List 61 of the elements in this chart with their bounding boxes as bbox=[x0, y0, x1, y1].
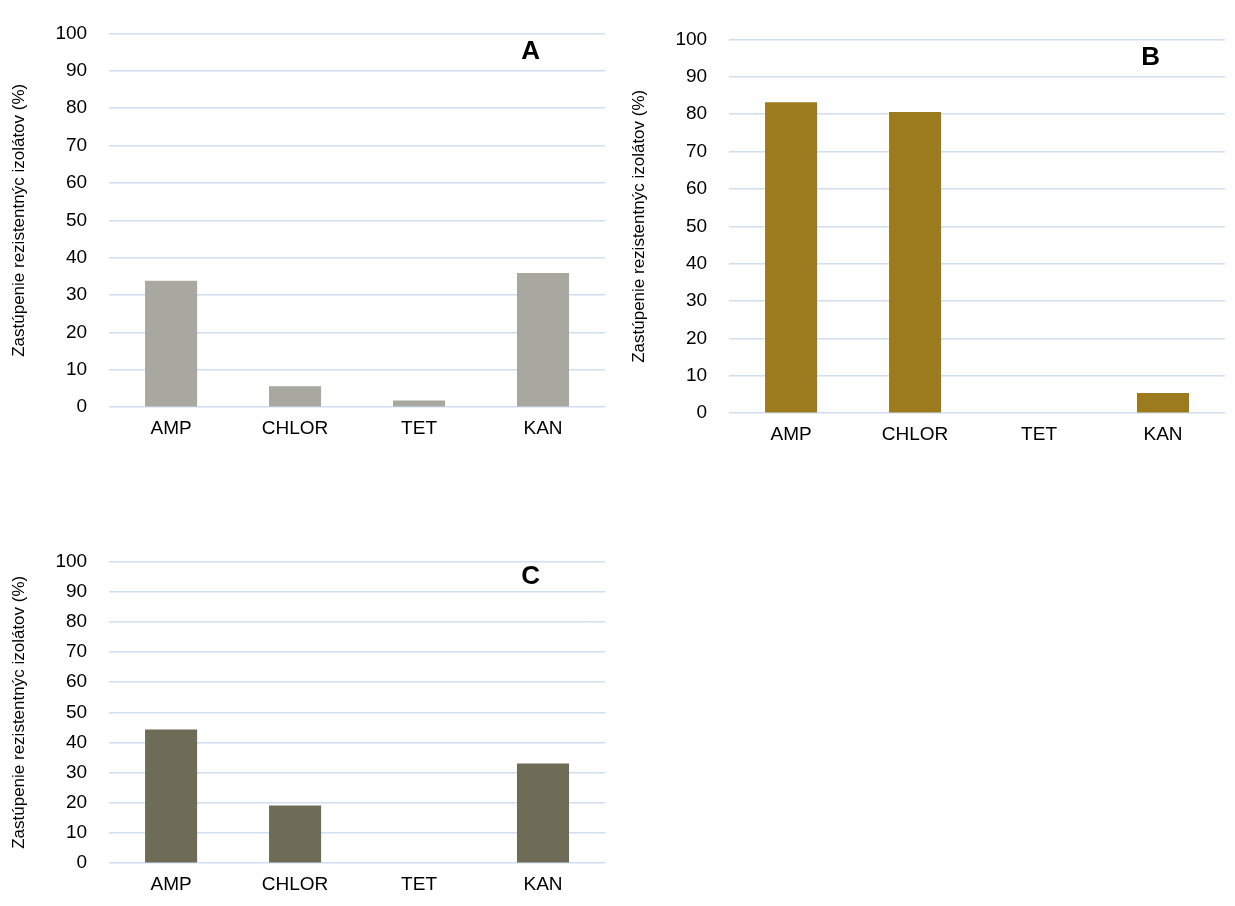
y-tick-label: 60 bbox=[65, 670, 88, 692]
y-tick-label: 0 bbox=[76, 851, 88, 873]
x-tick-label: AMP bbox=[770, 422, 812, 444]
x-tick-label: KAN bbox=[1143, 422, 1183, 444]
y-tick-label: 40 bbox=[65, 730, 88, 752]
y-tick-label: 0 bbox=[696, 401, 708, 423]
chart-title: A bbox=[521, 35, 541, 66]
y-tick-label: 20 bbox=[65, 320, 88, 342]
y-tick-label: 40 bbox=[685, 251, 708, 273]
x-tick-label: AMP bbox=[150, 872, 192, 894]
y-tick-label: 70 bbox=[65, 640, 88, 662]
y-tick-label: 80 bbox=[685, 102, 708, 124]
bar bbox=[269, 386, 322, 407]
x-tick-label: KAN bbox=[523, 872, 563, 894]
y-tick-label: 100 bbox=[675, 27, 708, 49]
y-tick-label: 10 bbox=[685, 364, 708, 386]
bar bbox=[1136, 393, 1190, 413]
x-tick-label: TET bbox=[401, 416, 438, 438]
y-tick-label: 80 bbox=[65, 609, 88, 631]
y-tick-label: 60 bbox=[65, 171, 88, 193]
x-tick-label: CHLOR bbox=[261, 872, 329, 894]
y-tick-label: 50 bbox=[65, 700, 88, 722]
y-tick-label: 90 bbox=[65, 579, 88, 601]
bar bbox=[765, 102, 818, 413]
y-tick-label: 30 bbox=[65, 283, 88, 305]
bar bbox=[516, 763, 570, 863]
y-tick-label: 40 bbox=[65, 245, 88, 267]
y-axis-title: Zastúpenie rezistentnýc izolátov (%) bbox=[8, 575, 28, 849]
x-tick-label: AMP bbox=[150, 416, 192, 438]
y-tick-label: 80 bbox=[65, 96, 88, 118]
y-tick-label: 90 bbox=[65, 59, 88, 81]
y-tick-label: 50 bbox=[65, 208, 88, 230]
bar bbox=[889, 111, 942, 413]
bar bbox=[145, 280, 198, 407]
y-tick-label: 70 bbox=[65, 133, 88, 155]
bar bbox=[269, 805, 322, 863]
y-tick-label: 50 bbox=[685, 214, 708, 236]
x-tick-label: TET bbox=[401, 872, 438, 894]
bar bbox=[145, 729, 198, 863]
y-axis-title: Zastúpenie rezistentnýc izolátov (%) bbox=[8, 83, 28, 357]
y-tick-label: 0 bbox=[76, 395, 88, 417]
y-tick-label: 20 bbox=[685, 326, 708, 348]
y-tick-label: 100 bbox=[55, 549, 88, 571]
y-tick-label: 30 bbox=[65, 760, 88, 782]
chart-title: B bbox=[1141, 41, 1161, 72]
y-tick-label: 30 bbox=[685, 289, 708, 311]
bar bbox=[393, 400, 446, 407]
y-tick-label: 90 bbox=[685, 65, 708, 87]
y-tick-label: 60 bbox=[685, 177, 708, 199]
y-tick-label: 100 bbox=[55, 21, 88, 43]
chart-title: C bbox=[521, 559, 541, 590]
y-axis-title: Zastúpenie rezistentnýc izolátov (%) bbox=[628, 89, 648, 363]
bar bbox=[516, 273, 570, 407]
y-tick-label: 70 bbox=[685, 139, 708, 161]
y-tick-label: 10 bbox=[65, 358, 88, 380]
x-tick-label: KAN bbox=[523, 416, 563, 438]
x-tick-label: CHLOR bbox=[261, 416, 329, 438]
x-tick-label: TET bbox=[1021, 422, 1058, 444]
x-tick-label: CHLOR bbox=[881, 422, 949, 444]
y-tick-label: 20 bbox=[65, 791, 88, 813]
y-tick-label: 10 bbox=[65, 821, 88, 843]
